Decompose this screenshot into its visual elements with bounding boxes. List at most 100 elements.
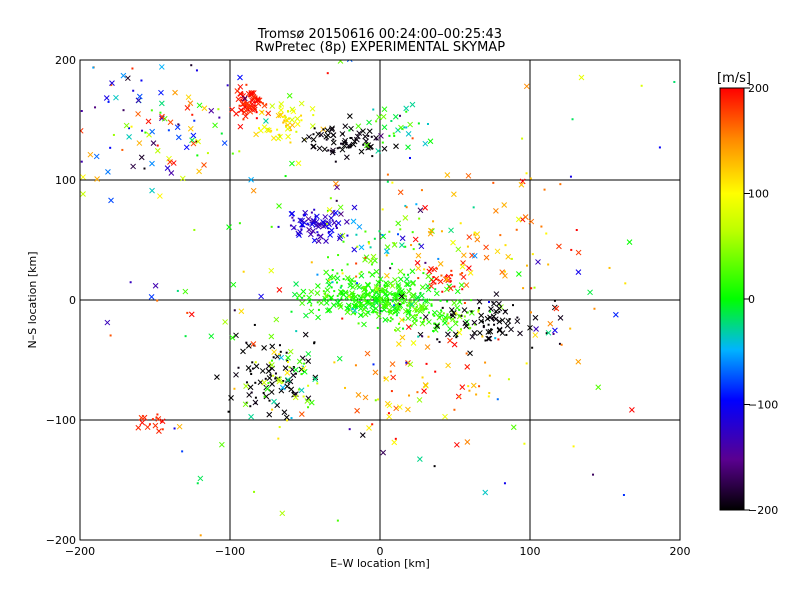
data-point-872 [254, 396, 257, 399]
data-point-194 [339, 131, 346, 137]
data-point-443 [407, 273, 410, 276]
data-point-689 [441, 314, 444, 317]
data-point-655 [419, 320, 426, 327]
data-point-207 [403, 126, 406, 129]
data-point-975 [399, 242, 405, 248]
data-point-1288 [176, 423, 183, 430]
data-point-1171 [481, 335, 484, 338]
data-points [80, 60, 676, 537]
data-point-1187 [415, 265, 422, 272]
data-point-213 [427, 138, 434, 145]
data-point-748 [504, 309, 507, 312]
data-point-1362 [575, 358, 582, 365]
data-point-1384 [386, 180, 389, 183]
data-point-1032 [80, 110, 83, 113]
data-point-678 [477, 309, 480, 312]
data-point-955 [378, 230, 381, 233]
data-point-1105 [467, 269, 474, 276]
data-point-784 [453, 285, 456, 288]
data-point-1004 [187, 125, 194, 132]
data-point-923 [297, 388, 300, 391]
data-point-1176 [494, 248, 501, 255]
data-point-564 [384, 285, 387, 288]
data-point-1101 [136, 93, 143, 100]
data-point-1087 [218, 116, 221, 119]
data-point-1006 [140, 79, 143, 82]
y-tick-label-2: 0 [69, 294, 76, 307]
data-point-798 [441, 290, 444, 293]
data-point-1141 [477, 310, 480, 313]
data-point-1117 [547, 320, 554, 327]
data-point-759 [477, 330, 483, 336]
data-point-299 [326, 221, 332, 228]
data-point-102 [290, 108, 297, 115]
data-point-822 [265, 368, 272, 374]
data-point-286 [307, 231, 314, 238]
data-point-1041 [190, 64, 193, 67]
data-point-40 [233, 110, 240, 117]
data-point-942 [412, 248, 415, 251]
data-point-990 [148, 423, 151, 426]
data-point-1153 [575, 249, 582, 256]
data-point-1168 [355, 275, 358, 278]
data-point-11 [265, 103, 268, 106]
data-point-152 [354, 138, 357, 141]
data-point-653 [394, 329, 397, 332]
data-point-450 [373, 297, 376, 300]
data-point-1050 [221, 140, 228, 146]
data-point-169 [354, 133, 361, 140]
data-point-977 [355, 233, 358, 236]
data-point-1401 [218, 441, 225, 448]
data-point-1165 [466, 234, 473, 240]
data-point-1232 [459, 384, 466, 391]
data-point-1151 [502, 272, 508, 279]
data-point-916 [276, 376, 283, 383]
data-point-121 [278, 135, 281, 138]
data-point-161 [325, 138, 328, 141]
data-point-654 [398, 308, 401, 311]
data-point-1008 [158, 89, 164, 96]
data-point-72 [288, 117, 291, 120]
data-point-1359 [197, 475, 204, 482]
data-point-523 [386, 307, 393, 313]
data-point-212 [348, 129, 351, 132]
data-point-269 [316, 221, 322, 228]
data-point-1156 [553, 305, 560, 312]
data-point-301 [386, 285, 389, 288]
data-point-762 [436, 338, 439, 341]
data-point-650 [376, 311, 379, 314]
data-point-1138 [430, 278, 437, 285]
data-point-113 [309, 105, 316, 112]
data-point-191 [344, 154, 350, 161]
data-point-486 [392, 277, 398, 283]
data-point-561 [308, 300, 311, 303]
data-point-1394 [80, 191, 86, 197]
data-point-1389 [375, 138, 378, 141]
data-point-1352 [286, 92, 293, 99]
data-point-1119 [519, 178, 526, 185]
data-point-1419 [152, 282, 159, 289]
data-point-1300 [186, 311, 189, 314]
data-point-589 [361, 286, 368, 293]
data-point-1371 [155, 416, 158, 419]
data-point-110 [300, 114, 303, 117]
data-point-576 [430, 303, 433, 306]
data-point-549 [433, 290, 440, 297]
data-point-1305 [176, 289, 179, 292]
data-point-677 [405, 295, 408, 298]
data-point-1280 [188, 311, 195, 318]
data-point-392 [354, 312, 357, 315]
data-point-938 [437, 257, 440, 260]
data-point-59 [246, 101, 253, 108]
data-point-385 [454, 288, 461, 295]
data-point-1097 [191, 113, 194, 116]
data-point-1017 [168, 170, 175, 176]
data-point-1416 [196, 482, 199, 485]
data-point-841 [294, 372, 297, 375]
data-point-1078 [167, 119, 174, 126]
data-point-477 [409, 293, 415, 300]
data-point-1120 [504, 270, 507, 273]
data-point-38 [242, 118, 245, 121]
data-point-1075 [135, 97, 142, 104]
data-point-917 [267, 382, 270, 385]
